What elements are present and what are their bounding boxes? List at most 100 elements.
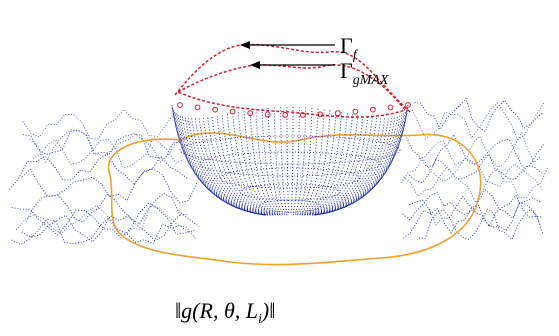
bowl-line [232, 113, 279, 216]
rim-marker [299, 112, 306, 118]
bowl-line [267, 107, 286, 216]
bowl-line [312, 116, 398, 216]
rim-markers [177, 102, 411, 118]
caption-subscript: i [258, 312, 262, 327]
bowl-line [290, 106, 294, 216]
bowl-line [309, 118, 382, 216]
bowl-line [314, 111, 406, 216]
rim-marker [229, 108, 236, 115]
bowl-line [286, 106, 290, 216]
surface-line [414, 97, 544, 133]
surface-line [403, 166, 549, 204]
bowl-line [314, 108, 408, 216]
surface-line [25, 192, 189, 225]
surface-line [418, 208, 544, 241]
bowl-line [261, 108, 285, 216]
bowl-line [310, 118, 389, 216]
surface-line [411, 102, 545, 141]
bowl-line [292, 107, 307, 216]
label-gamma-f: Γf [340, 33, 359, 63]
bowl-line [191, 118, 270, 216]
bowl-line [216, 116, 275, 216]
bowl-line [273, 107, 288, 216]
bowl-line [198, 118, 271, 216]
bowl-line [291, 107, 300, 216]
rim-marker [194, 104, 201, 111]
label-subscript: gMAX [353, 73, 389, 88]
arrow-head-gmax [250, 61, 260, 69]
rim-marker [247, 110, 254, 117]
bowl-line [314, 106, 409, 216]
caption-text: ‖g(R, θ, L [175, 298, 258, 323]
bowl-line [207, 117, 273, 216]
rim-marker [352, 108, 359, 115]
bowl-line [297, 109, 325, 216]
surface-line [32, 136, 184, 169]
bowl-ring [179, 135, 401, 165]
rim-marker [177, 102, 183, 108]
rim-marker [334, 110, 341, 117]
label-symbol: Γ [340, 58, 353, 83]
bowl-line [306, 116, 369, 216]
bowl-line [295, 108, 319, 216]
bowl-ring [219, 167, 361, 189]
bowl-ring [199, 151, 381, 177]
bowl-line [194, 118, 270, 216]
surface-line [409, 194, 543, 228]
bowl-line [280, 107, 289, 216]
label-subscript: f [353, 48, 359, 63]
bowl-line [304, 115, 359, 216]
surface-line [409, 153, 542, 184]
surface-line [402, 189, 541, 221]
bowl-line [249, 110, 282, 216]
surface-line [11, 202, 195, 239]
surface-line [15, 205, 196, 239]
bowl-line [243, 111, 281, 216]
bowl-line [314, 110, 407, 216]
bowl-ring [239, 183, 341, 201]
bowl-line [171, 106, 266, 216]
label-symbol: Γ [340, 33, 353, 58]
bowl-ring [259, 199, 321, 213]
caption: ‖g(R, θ, Li)‖ [175, 298, 275, 327]
arrow-head-f [240, 41, 250, 49]
surface-line [9, 153, 188, 190]
surface-points [9, 97, 549, 246]
bowl-line [294, 107, 313, 216]
bowl-line [173, 110, 266, 216]
bowl-line [301, 113, 348, 216]
surface-line [22, 129, 182, 159]
bowl-line [211, 116, 274, 216]
rim-marker [387, 104, 394, 111]
surface-line [21, 212, 200, 243]
bowl-line [202, 118, 272, 216]
bowl-line [307, 117, 373, 216]
orange-contour [107, 132, 482, 266]
rim-curve-gmax [176, 64, 407, 118]
rim-marker [317, 111, 324, 118]
rim-marker [282, 112, 289, 118]
rim-marker [405, 102, 411, 108]
rim-marker [264, 111, 271, 118]
surface-line [11, 216, 190, 246]
rim-curve-f [174, 43, 411, 113]
bowl-line [299, 111, 337, 216]
bowl-line [182, 116, 268, 216]
surface-line [22, 108, 192, 140]
rim-marker [212, 106, 219, 113]
bowl-line [221, 115, 276, 216]
bowl-line [308, 118, 378, 216]
bowl-line [314, 104, 409, 216]
surface-line [418, 131, 541, 168]
caption-text: )‖ [260, 298, 276, 323]
bowl-points [171, 104, 409, 216]
label-gamma-gmax: ΓgMAX [340, 58, 389, 88]
surface-line [405, 133, 544, 168]
bowl-line [305, 116, 364, 216]
bowl-line [310, 118, 386, 216]
bowl-line [226, 114, 277, 216]
bowl-line [298, 110, 331, 216]
bowl-line [303, 114, 354, 216]
rim-marker [370, 106, 376, 113]
